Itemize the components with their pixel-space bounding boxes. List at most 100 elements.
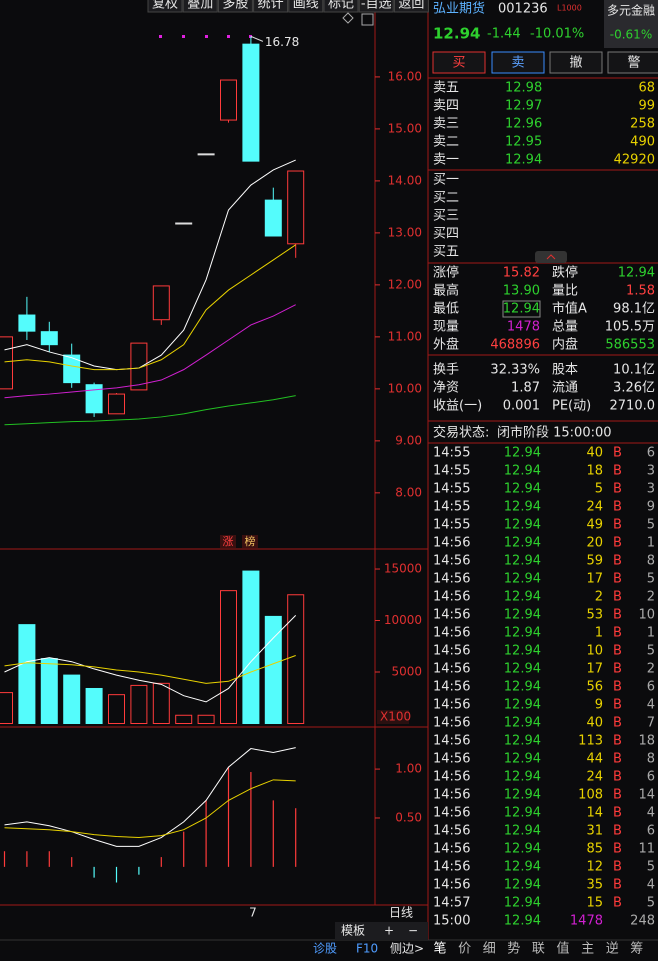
candle-body: [130, 342, 148, 391]
tick-side: B: [613, 734, 622, 749]
tick-side: B: [613, 878, 622, 893]
side-button[interactable]: 侧边>: [390, 942, 424, 956]
toolbar-button[interactable]: [393, 0, 429, 13]
volume-bar: [85, 687, 103, 724]
toolbar-button[interactable]: [147, 0, 183, 13]
volume-bar: [18, 624, 36, 725]
ask-label: 卖三: [433, 117, 459, 132]
stat-value: 2710.0: [610, 399, 656, 414]
tick-time: 14:56: [433, 878, 470, 893]
tick-count: 248: [630, 914, 655, 929]
f10-button[interactable]: F10: [356, 942, 378, 956]
volume-bar: [264, 615, 282, 724]
tab[interactable]: 筹: [630, 941, 643, 957]
toolbar-label[interactable]: -自选: [361, 0, 392, 12]
action-label[interactable]: 警: [627, 55, 640, 71]
period-label[interactable]: 日线: [389, 906, 413, 920]
action-button[interactable]: [549, 51, 603, 74]
tick-count: 4: [647, 806, 655, 821]
tab[interactable]: 价: [458, 942, 471, 957]
toolbar-label[interactable]: 复权: [152, 0, 178, 12]
diagnose-button[interactable]: 诊股: [313, 942, 337, 956]
tick-price: 12.94: [504, 500, 541, 515]
tick-count: 6: [647, 770, 655, 785]
toolbar-label[interactable]: 叠加: [187, 0, 213, 12]
stat-label: 市值A: [552, 301, 587, 317]
action-label[interactable]: 买: [452, 56, 465, 71]
tab[interactable]: 联: [532, 942, 545, 957]
tab[interactable]: 势: [507, 941, 520, 957]
volume-average: [4, 615, 297, 703]
stat-value: 12.94: [618, 266, 655, 281]
y-tick-label: 14.00: [388, 173, 422, 187]
tab[interactable]: 逆: [606, 941, 619, 957]
toolbar-button[interactable]: [253, 0, 289, 13]
status-value: 闭市阶段 15:00:00: [497, 425, 612, 441]
toolbar-label[interactable]: 返回: [398, 0, 424, 12]
y-tick-label: 0.50: [395, 810, 422, 824]
stat-label: PE(动): [552, 399, 591, 414]
toggle-arrow: [546, 254, 556, 260]
y-tick-label: 15.00: [388, 121, 422, 135]
tick-count: 6: [647, 824, 655, 839]
tick-price: 12.94: [504, 608, 541, 623]
tab[interactable]: 值: [556, 941, 569, 957]
high-label: 16.78: [265, 35, 299, 49]
tab[interactable]: 主: [581, 942, 594, 957]
action-label[interactable]: 撤: [569, 55, 582, 71]
toolbar-label[interactable]: 画线: [293, 0, 319, 12]
y-tick-label: 12.00: [388, 277, 422, 291]
action-button[interactable]: [432, 51, 486, 74]
candle-body: [197, 153, 215, 156]
template-button[interactable]: 模板: [341, 924, 365, 938]
candle-body: [175, 222, 193, 225]
tick-volume: 10: [586, 644, 603, 659]
zoom-in-button[interactable]: +: [384, 924, 394, 938]
y-tick-label: 13.00: [388, 225, 422, 239]
diamond-icon[interactable]: [342, 12, 354, 24]
action-label[interactable]: 卖: [511, 56, 524, 71]
tick-time: 14:55: [433, 446, 470, 461]
tab[interactable]: 笔: [433, 941, 446, 957]
stat-label: 最高: [433, 283, 459, 299]
tick-time: 14:55: [433, 464, 470, 479]
collapse-toggle[interactable]: [535, 251, 567, 263]
tick-price: 12.94: [504, 842, 541, 857]
stock-tag: L1000: [557, 4, 582, 13]
tick-volume: 5: [595, 482, 603, 497]
action-button[interactable]: [491, 51, 545, 74]
action-button[interactable]: [607, 51, 658, 74]
candle-body: [152, 285, 170, 321]
toolbar-button[interactable]: [217, 0, 253, 13]
y-tick-label: 1.00: [395, 762, 422, 776]
tick-side: B: [613, 824, 622, 839]
ask-volume: 99: [638, 99, 655, 114]
tick-volume: 59: [586, 554, 603, 569]
tick-time: 14:56: [433, 860, 470, 875]
toolbar-button[interactable]: [323, 0, 359, 13]
tick-side: B: [613, 554, 622, 569]
stat-value: 105.5万: [605, 320, 655, 335]
tick-count: 10: [638, 608, 655, 623]
sector-name: 多元金融: [607, 3, 655, 18]
y-tick-label: 8.00: [395, 485, 422, 499]
candle-body: [63, 354, 81, 384]
tab[interactable]: 细: [483, 942, 496, 957]
tick-count: 18: [638, 734, 655, 749]
window-icon[interactable]: [361, 13, 374, 26]
toolbar-label[interactable]: 标记: [328, 0, 354, 12]
tick-volume: 24: [586, 770, 603, 785]
tick-count: 3: [647, 482, 655, 497]
tick-count: 5: [647, 644, 655, 659]
zoom-out-button[interactable]: −: [408, 924, 418, 938]
toolbar-label[interactable]: 统计: [258, 0, 284, 12]
toolbar-button[interactable]: [358, 0, 394, 13]
tick-count: 6: [647, 446, 655, 461]
toolbar-button[interactable]: [182, 0, 218, 13]
toolbar-label[interactable]: 多股: [222, 0, 248, 12]
tick-count: 11: [638, 842, 655, 857]
toolbar-button[interactable]: [288, 0, 324, 13]
stat-value: 32.33%: [490, 363, 540, 378]
ask-price: 12.95: [505, 135, 542, 150]
